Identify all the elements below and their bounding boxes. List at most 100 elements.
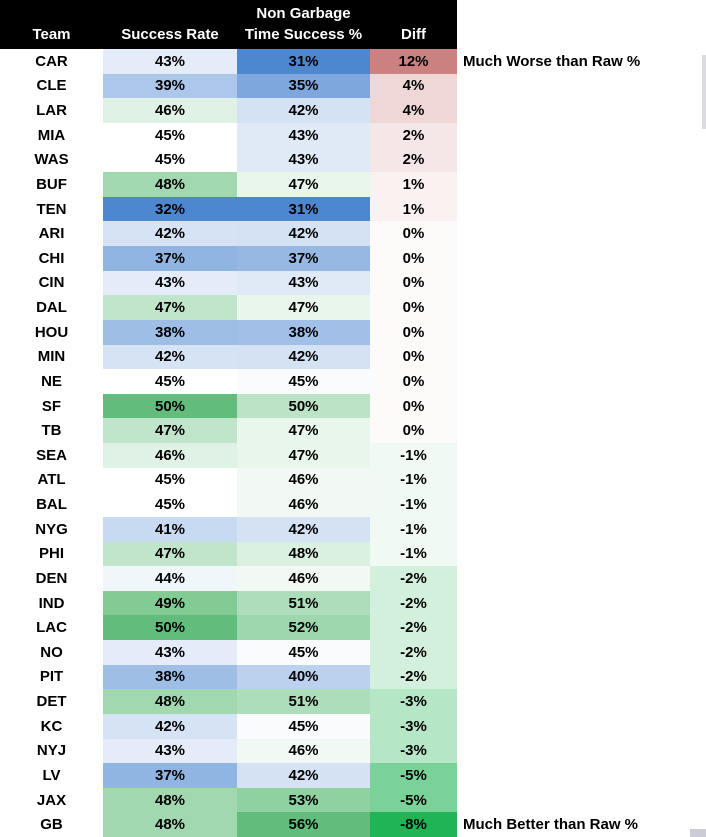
success-rate-cell: 45%: [103, 492, 237, 517]
team-cell: PIT: [39, 668, 64, 686]
ngt-success-cell: 46%: [237, 467, 370, 493]
ngt-success-cell: 35%: [237, 73, 370, 99]
ngt-success-cell: 47%: [237, 295, 370, 320]
success-rate-cell: 32%: [103, 196, 237, 222]
header-team-label: Team: [32, 26, 71, 43]
team-cell: ARI: [38, 225, 65, 243]
team-cell: LAC: [36, 619, 67, 637]
table-rows: CAR 43% 31% 12% CLE 39% 35% 4% LAR 46% 42% 4% MIA 45%…: [0, 49, 457, 837]
ngt-success-cell: 43%: [237, 147, 370, 173]
table-row: ATL 45% 46% -1%: [0, 467, 457, 493]
success-rate-cell: 48%: [103, 689, 237, 714]
team-cell: PHI: [38, 545, 64, 563]
table-row: CAR 43% 31% 12%: [0, 49, 457, 74]
diff-cell: 2%: [370, 122, 457, 148]
diff-cell: -5%: [370, 787, 457, 813]
team-cell: NYJ: [36, 742, 67, 760]
header-cell-diff: Diff: [370, 0, 457, 49]
ngt-success-cell: 42%: [237, 98, 370, 123]
diff-cell: 4%: [370, 98, 457, 123]
success-rate-cell: 37%: [103, 763, 237, 788]
diff-cell: 0%: [370, 295, 457, 320]
table-row: CHI 37% 37% 0%: [0, 246, 457, 271]
diff-cell: -3%: [370, 713, 457, 739]
table-row: KC 42% 45% -3%: [0, 713, 457, 739]
success-rate-cell: 42%: [103, 344, 237, 370]
table-row: NO 43% 45% -2%: [0, 640, 457, 665]
ngt-success-cell: 51%: [237, 689, 370, 714]
table-row: LAR 46% 42% 4%: [0, 98, 457, 123]
success-rate-cell: 41%: [103, 516, 237, 542]
ngt-success-cell: 45%: [237, 713, 370, 739]
table-row: HOU 38% 38% 0%: [0, 319, 457, 345]
success-rate-cell: 47%: [103, 418, 237, 443]
success-rate-cell: 45%: [103, 369, 237, 394]
team-cell: JAX: [36, 791, 67, 809]
team-cell: NO: [40, 643, 63, 661]
table-row: ARI 42% 42% 0%: [0, 221, 457, 246]
success-rate-cell: 37%: [103, 246, 237, 271]
table-row: SF 50% 50% 0%: [0, 393, 457, 419]
table-row: WAS 45% 43% 2%: [0, 147, 457, 173]
team-cell: NE: [41, 372, 62, 390]
diff-cell: 0%: [370, 246, 457, 271]
team-cell: MIA: [37, 126, 66, 144]
ngt-success-cell: 47%: [237, 418, 370, 443]
success-rate-cell: 46%: [103, 443, 237, 468]
diff-cell: -3%: [370, 689, 457, 714]
team-cell: DET: [36, 693, 67, 711]
diff-cell: -1%: [370, 467, 457, 493]
table-row: NE 45% 45% 0%: [0, 369, 457, 394]
ngt-success-cell: 42%: [237, 516, 370, 542]
diff-cell: -2%: [370, 615, 457, 640]
table-row: MIN 42% 42% 0%: [0, 344, 457, 370]
team-cell: HOU: [34, 323, 69, 341]
table-row: JAX 48% 53% -5%: [0, 787, 457, 813]
team-cell: CLE: [36, 77, 67, 95]
annotation-much-better: Much Better than Raw %: [463, 816, 639, 833]
ngt-success-cell: 40%: [237, 664, 370, 690]
header-cell-ngt-success: Non Garbage Time Success %: [237, 0, 370, 49]
diff-cell: 2%: [370, 147, 457, 173]
table-row: BAL 45% 46% -1%: [0, 492, 457, 517]
header-success-rate-label: Success Rate: [121, 26, 219, 43]
success-rate-cell: 45%: [103, 147, 237, 173]
table-row: IND 49% 51% -2%: [0, 590, 457, 616]
ngt-success-cell: 38%: [237, 319, 370, 345]
header-cell-team: Team: [0, 0, 103, 49]
success-rate-cell: 48%: [103, 787, 237, 813]
team-cell: MIN: [37, 348, 66, 366]
ngt-success-cell: 50%: [237, 393, 370, 419]
team-cell: TEN: [36, 200, 67, 218]
header-ngt-line1: Non Garbage: [256, 5, 351, 22]
diff-cell: -1%: [370, 443, 457, 468]
success-rate-cell: 46%: [103, 98, 237, 123]
header-ngt-line2: Time Success %: [244, 26, 363, 43]
table-row: DET 48% 51% -3%: [0, 689, 457, 714]
ngt-success-cell: 45%: [237, 640, 370, 665]
team-cell: IND: [38, 594, 65, 612]
team-cell: LAR: [36, 102, 67, 120]
ngt-success-cell: 47%: [237, 172, 370, 197]
ngt-success-cell: 43%: [237, 270, 370, 296]
diff-cell: 0%: [370, 270, 457, 296]
diff-cell: 0%: [370, 344, 457, 370]
diff-cell: -1%: [370, 516, 457, 542]
ngt-success-cell: 46%: [237, 738, 370, 764]
success-rate-cell: 48%: [103, 172, 237, 197]
ngt-success-cell: 48%: [237, 541, 370, 567]
team-cell: CAR: [35, 52, 68, 70]
table-row: PIT 38% 40% -2%: [0, 664, 457, 690]
ngt-success-cell: 42%: [237, 763, 370, 788]
header-diff-label: Diff: [401, 26, 426, 43]
team-cell: SEA: [36, 446, 67, 464]
ngt-success-cell: 37%: [237, 246, 370, 271]
team-cell: WAS: [34, 151, 69, 169]
table-row: MIA 45% 43% 2%: [0, 122, 457, 148]
table-row: CLE 39% 35% 4%: [0, 73, 457, 99]
diff-cell: 0%: [370, 319, 457, 345]
ngt-success-cell: 31%: [237, 49, 370, 74]
diff-cell: -8%: [370, 812, 457, 837]
table-row: DEN 44% 46% -2%: [0, 566, 457, 591]
team-cell: GB: [40, 816, 63, 834]
